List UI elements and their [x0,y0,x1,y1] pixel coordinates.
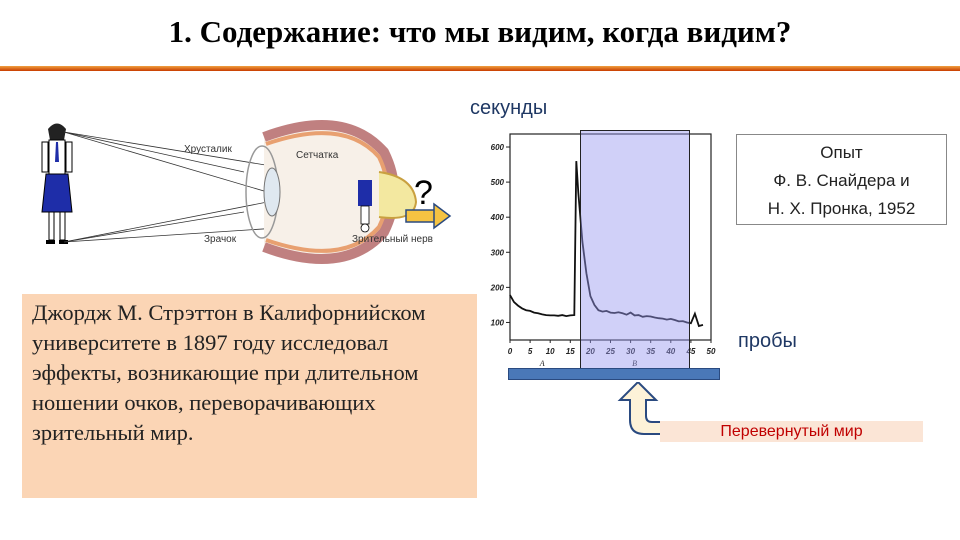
x-tick-label: 15 [566,347,575,356]
x-tick-label: 35 [646,347,655,356]
experiment-line: Опыт [820,143,863,162]
x-tick-label: 40 [665,347,675,356]
phase-label: A [539,359,545,368]
retina-label: Сетчатка [296,150,339,161]
y-axis-label: секунды [470,97,548,119]
inverted-phase-highlight [580,130,690,380]
x-tick-label: 45 [685,347,695,356]
experiment-line: Н. Х. Пронка, 1952 [767,199,916,218]
inverted-image-icon [358,180,372,233]
pupil-label: Зрачок [204,234,237,245]
x-tick-label: 25 [605,347,615,356]
girl-figure-icon [41,123,73,244]
y-tick-label: 300 [491,248,505,257]
x-axis-label: пробы [738,330,797,352]
experiment-line: Ф. В. Снайдера и [773,171,910,190]
reaction-time-chart: 100 200 300 400 500 600 0 5 10 15 20 25 30 35 40 45 50 A B [490,133,716,368]
curved-arrow-icon [617,382,680,435]
y-tick-label: 600 [491,143,505,152]
timeline-bar [508,368,720,380]
x-tick-label: 30 [626,347,635,356]
phase-label: B [632,359,637,368]
stratton-caption: Джордж М. Стрэттон в Калифорнийском унив… [22,294,477,498]
series-line [509,161,704,328]
optic-nerve-label: Зрительный нерв [352,234,433,245]
experiment-box: Опыт Ф. В. Снайдера и Н. Х. Пронка, 1952 [736,134,947,225]
eye-diagram: Хрусталик Сетчатка Зрачок Зрительный нер… [41,120,452,264]
x-tick-label: 0 [508,347,513,356]
slide-title: 1. Содержание: что мы видим, когда видим… [168,14,792,49]
y-tick-label: 500 [491,178,505,187]
question-mark: ? [414,174,433,212]
title-underline [0,66,960,71]
x-tick-label: 20 [585,347,595,356]
lens-label: Хрусталик [184,144,232,155]
arrow-right-icon [405,202,452,230]
x-tick-label: 50 [707,347,716,356]
x-tick-label: 10 [546,347,555,356]
inverted-world-label: Перевернутый мир [660,421,923,442]
y-tick-label: 400 [490,213,505,222]
x-tick-label: 5 [528,347,533,356]
y-tick-label: 100 [491,318,505,327]
y-tick-label: 200 [490,283,505,292]
